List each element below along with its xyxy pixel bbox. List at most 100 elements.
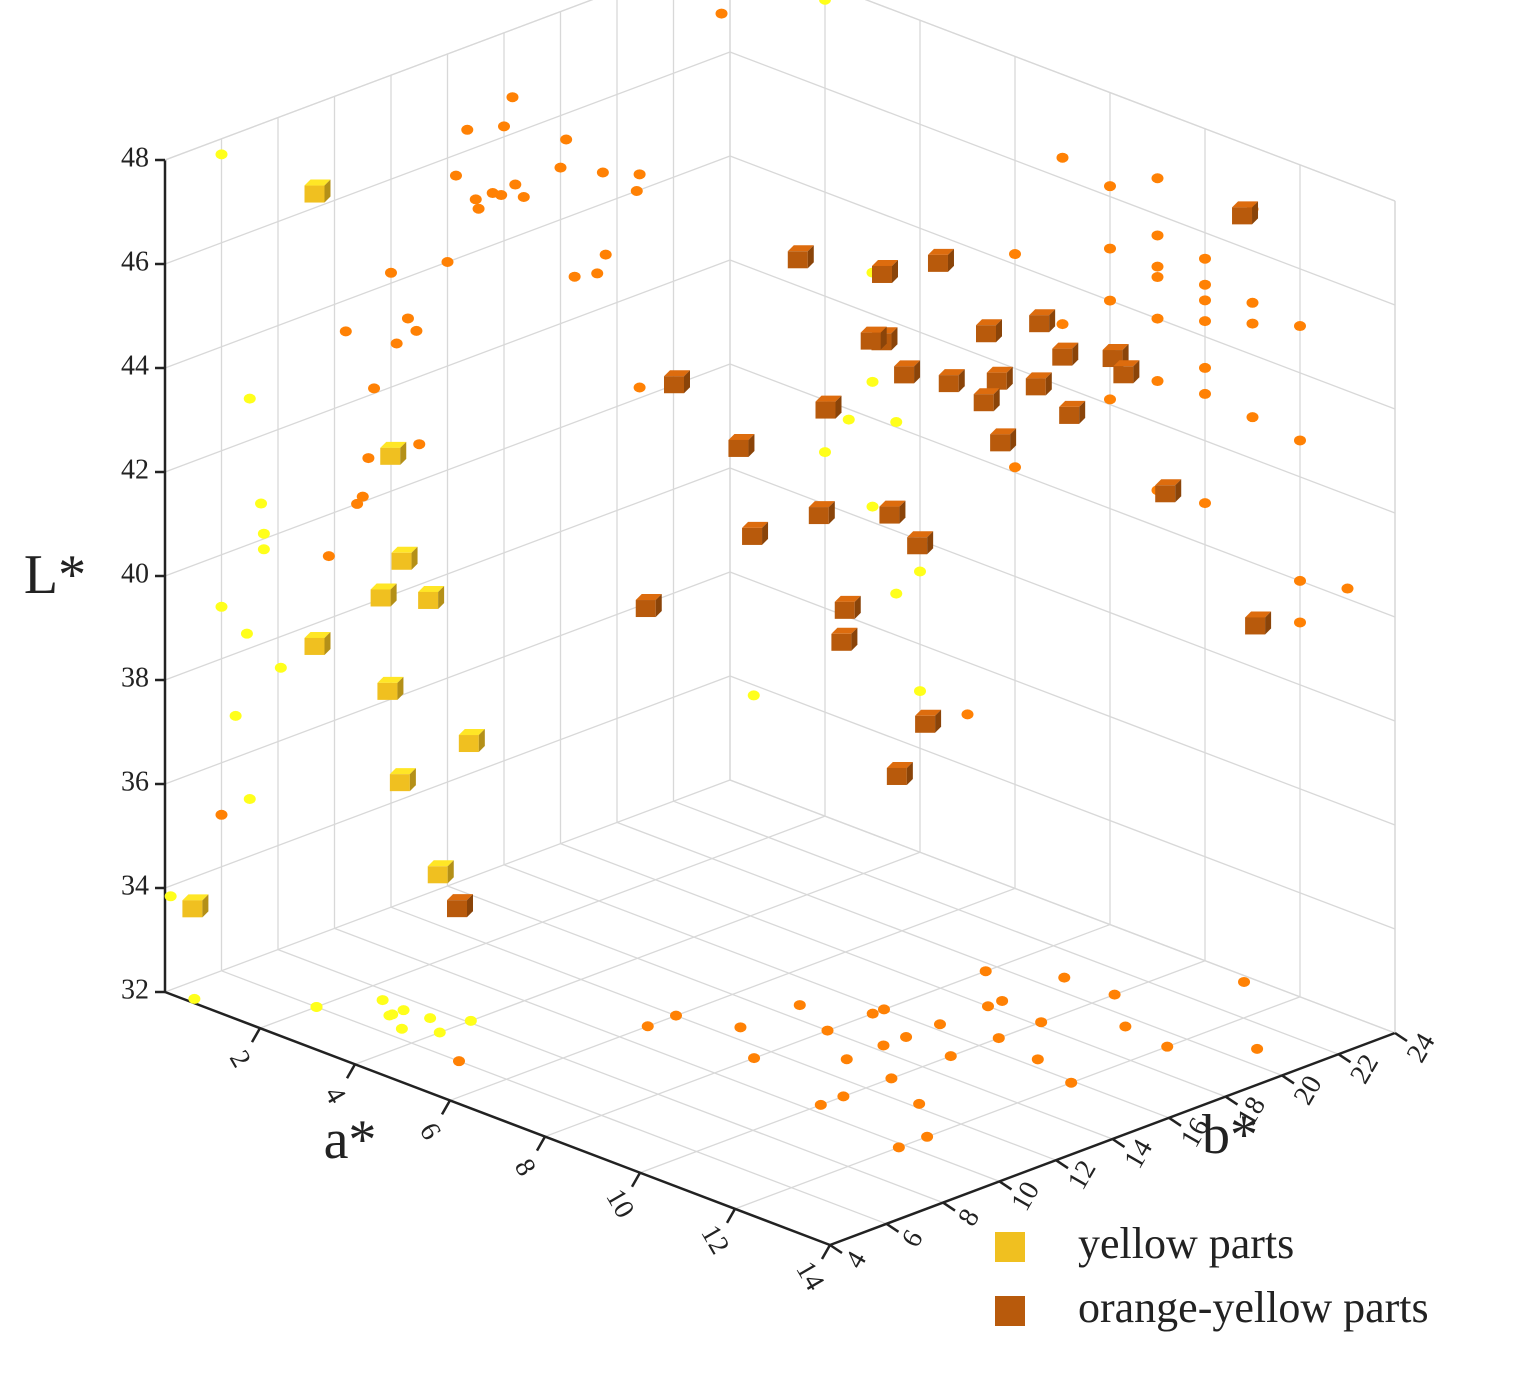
floor-projection bbox=[866, 1008, 879, 1019]
point bbox=[635, 594, 662, 618]
cube-side bbox=[1010, 428, 1017, 452]
wall-projection bbox=[1294, 435, 1306, 446]
cube-top bbox=[1059, 400, 1086, 407]
wall-projection bbox=[1246, 318, 1259, 329]
point bbox=[1232, 201, 1259, 225]
grid-line bbox=[729, 155, 1396, 410]
cube-side bbox=[947, 248, 954, 272]
cube-front bbox=[1059, 406, 1080, 424]
wall-projection bbox=[362, 453, 375, 464]
cube-front bbox=[1113, 366, 1134, 384]
wall-projection bbox=[1151, 261, 1164, 272]
floor-projection bbox=[670, 1010, 682, 1021]
point bbox=[894, 360, 921, 384]
wall-projection bbox=[560, 134, 573, 145]
cube-top bbox=[860, 326, 887, 333]
wall-projection bbox=[1104, 295, 1116, 306]
cube-side bbox=[1252, 201, 1259, 225]
cube-front bbox=[418, 591, 439, 609]
z-tick-label: 42 bbox=[121, 454, 149, 485]
point bbox=[915, 709, 942, 733]
legend-label: orange-yellow parts bbox=[1078, 1283, 1429, 1332]
wall-projection bbox=[890, 417, 903, 428]
point bbox=[872, 259, 898, 283]
cube-front bbox=[860, 332, 881, 350]
floor-projection bbox=[840, 1054, 853, 1065]
wall-projection bbox=[1199, 253, 1211, 264]
x-tick bbox=[630, 1172, 642, 1188]
y-tick-label: 8 bbox=[952, 1204, 986, 1232]
wall-projection bbox=[385, 267, 397, 278]
floor-projection bbox=[814, 1099, 827, 1110]
y-tick-label: 6 bbox=[896, 1225, 930, 1253]
y-tick-label: 22 bbox=[1344, 1049, 1385, 1089]
floor-projection bbox=[395, 1023, 408, 1034]
wall-projection bbox=[255, 498, 268, 509]
x-tick-label: 14 bbox=[789, 1256, 830, 1296]
wall-projection bbox=[243, 794, 256, 804]
point bbox=[458, 729, 485, 753]
floor-projection bbox=[900, 1031, 913, 1042]
floor-projection bbox=[1058, 972, 1071, 983]
cube-front bbox=[389, 774, 410, 792]
floor-projection bbox=[383, 1010, 396, 1021]
cube-front bbox=[1245, 617, 1266, 635]
x-tick bbox=[820, 1244, 832, 1260]
wall-projection bbox=[1294, 617, 1306, 628]
grid-line bbox=[390, 906, 1057, 1161]
point bbox=[927, 248, 954, 272]
point bbox=[742, 521, 769, 545]
cube-front bbox=[1029, 315, 1050, 333]
floor-projection bbox=[821, 1025, 834, 1036]
cube-side bbox=[958, 369, 965, 393]
floor-projection bbox=[1035, 1017, 1048, 1028]
cube-side bbox=[851, 627, 858, 651]
cube-side bbox=[892, 259, 898, 283]
point bbox=[664, 370, 690, 394]
y-tick-label: 20 bbox=[1288, 1070, 1329, 1110]
y-tick-label: 4 bbox=[839, 1246, 873, 1274]
wall-projection bbox=[890, 588, 903, 599]
cube-top bbox=[182, 894, 209, 901]
floor-projection bbox=[921, 1131, 934, 1142]
cube-top bbox=[1025, 372, 1052, 379]
cube-top bbox=[304, 179, 331, 186]
grid-line bbox=[259, 815, 826, 1029]
grid-line bbox=[864, 0, 1396, 202]
legend-swatch bbox=[995, 1296, 1025, 1326]
cube-side bbox=[1265, 611, 1272, 635]
grid-line bbox=[447, 885, 1113, 1140]
y-tick bbox=[1281, 1074, 1295, 1085]
floor-projection bbox=[424, 1013, 437, 1024]
wall-projection bbox=[1104, 394, 1116, 405]
wall-projection bbox=[322, 551, 335, 562]
floor-projection bbox=[376, 995, 389, 1006]
grid-line bbox=[729, 571, 1396, 826]
cube-side bbox=[655, 594, 662, 618]
floor-projection bbox=[1065, 1077, 1078, 1088]
z-tick-label: 46 bbox=[121, 246, 149, 277]
cube-side bbox=[397, 676, 404, 700]
point bbox=[418, 585, 445, 609]
cube-top bbox=[927, 248, 954, 255]
cube-top bbox=[728, 433, 755, 440]
floor-projection bbox=[878, 1004, 890, 1015]
wall-projection bbox=[1341, 583, 1354, 594]
wall-projection bbox=[1199, 498, 1211, 509]
cube-side bbox=[835, 395, 842, 419]
cube-top bbox=[1052, 342, 1079, 349]
wall-projection bbox=[1151, 173, 1164, 184]
legend-label: yellow parts bbox=[1078, 1219, 1294, 1268]
floor-projection bbox=[837, 1091, 850, 1102]
cube-top bbox=[886, 761, 913, 768]
x-tick-label: 8 bbox=[508, 1154, 542, 1182]
point bbox=[1245, 611, 1272, 635]
cube-top bbox=[377, 676, 404, 683]
cube-front bbox=[370, 589, 391, 607]
cube-side bbox=[202, 894, 209, 918]
point bbox=[986, 366, 1013, 390]
floor-projection bbox=[996, 995, 1009, 1006]
cube-side bbox=[914, 360, 921, 384]
cube-front bbox=[879, 506, 900, 524]
